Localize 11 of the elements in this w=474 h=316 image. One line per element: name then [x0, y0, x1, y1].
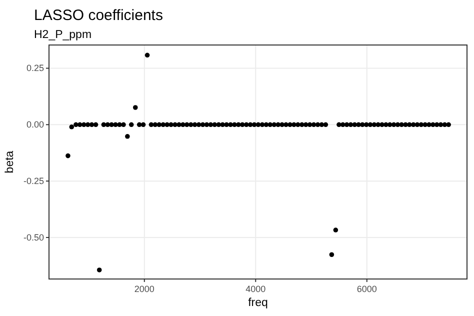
x-tick-label: 2000 — [134, 284, 154, 294]
chart-title: LASSO coefficients — [34, 7, 163, 24]
y-tick-label: 0.00 — [26, 120, 44, 130]
y-axis-title: beta — [4, 150, 16, 174]
x-axis-title: freq — [248, 297, 268, 309]
y-tick-label: 0.25 — [26, 63, 44, 74]
x-tick-label: 4000 — [246, 284, 266, 294]
y-tick-label: -0.25 — [23, 176, 44, 186]
chart-subtitle: H2_P_ppm — [34, 29, 92, 41]
y-tick-label: -0.50 — [23, 232, 44, 242]
x-tick-label: 6000 — [356, 284, 377, 294]
